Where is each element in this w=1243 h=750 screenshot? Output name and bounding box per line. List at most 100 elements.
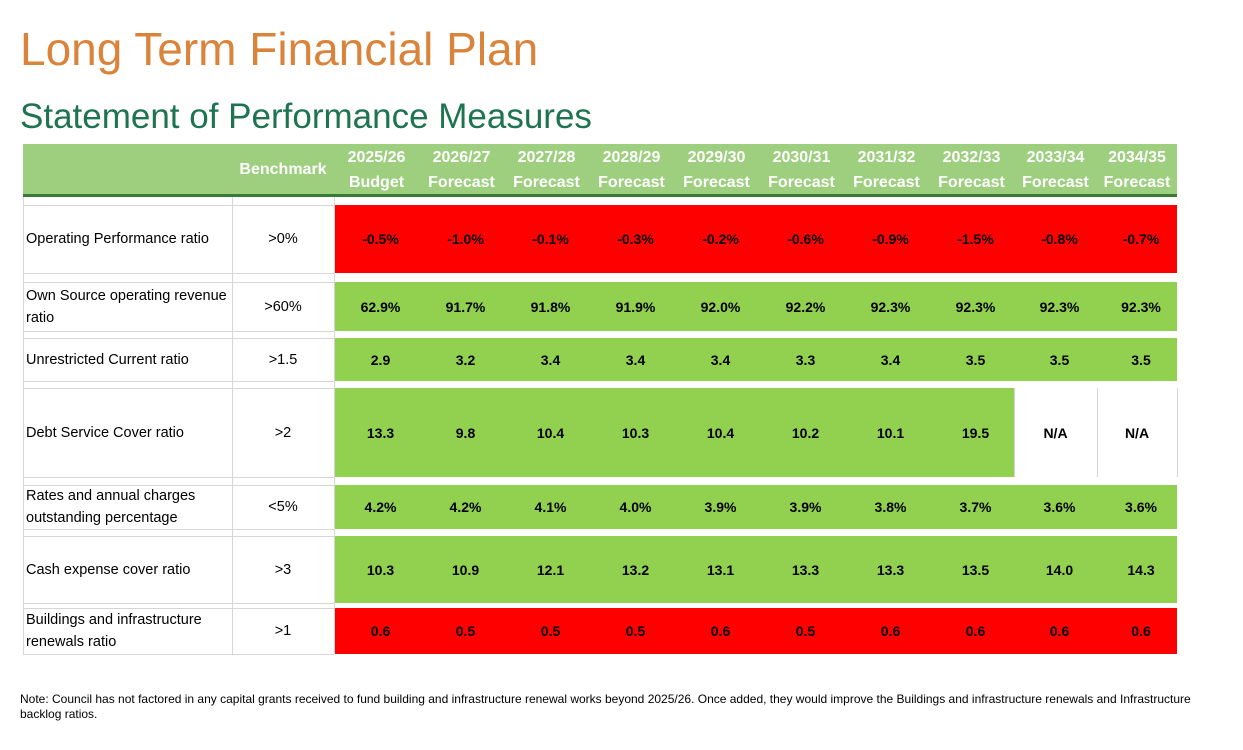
column-year: 2029/30 <box>687 149 746 166</box>
column-year: 2031/32 <box>857 149 916 166</box>
grid-line <box>23 338 334 339</box>
grid-line <box>23 273 334 274</box>
table-cell: 10.9 <box>451 561 480 578</box>
row-label: Own Source operating revenue ratio <box>26 287 227 326</box>
table-cell: 3.2 <box>455 351 476 368</box>
column-header: 2027/28 Forecast <box>504 145 589 195</box>
grid-line <box>232 197 233 654</box>
column-year: 2032/33 <box>942 149 1001 166</box>
column-type: Forecast <box>853 174 920 191</box>
table-cell: 14.0 <box>1045 561 1074 578</box>
column-year: 2025/26 <box>347 149 406 166</box>
table-cell: 13.3 <box>791 561 820 578</box>
grid-line <box>23 477 334 478</box>
grid-line <box>23 331 334 332</box>
column-year: 2030/31 <box>772 149 831 166</box>
column-header: 2028/29 Forecast <box>589 145 674 195</box>
table-cell: 10.4 <box>536 424 565 441</box>
table-cell: 91.8% <box>530 298 571 315</box>
grid-line <box>23 603 334 604</box>
row-label: Unrestricted Current ratio <box>26 351 189 368</box>
benchmark-value: >1 <box>274 623 292 639</box>
table-cell: -0.7% <box>1122 231 1160 247</box>
status-band-pass <box>334 536 1177 603</box>
column-type: Forecast <box>1103 174 1171 191</box>
table-cell: -0.8% <box>1041 231 1078 247</box>
table-cell: 3.8% <box>874 499 907 515</box>
table-cell: 14.3 <box>1127 561 1155 578</box>
table-cell: 4.0% <box>619 499 652 515</box>
grid-line <box>23 485 334 486</box>
page-subtitle: Statement of Performance Measures <box>20 97 592 136</box>
table-cell: 92.3% <box>955 298 996 315</box>
column-type: Forecast <box>598 174 665 191</box>
grid-line <box>1014 388 1015 477</box>
row-label: Rates and annual charges outstanding per… <box>26 488 196 526</box>
table-cell: 3.6% <box>1125 499 1157 515</box>
table-cell: 4.2% <box>449 499 482 515</box>
table-cell: 13.5 <box>961 561 990 578</box>
grid-line <box>1097 388 1098 477</box>
table-cell: 4.2% <box>364 499 397 515</box>
table-cell: 0.5 <box>540 623 561 639</box>
table-cell: -1.5% <box>957 231 994 247</box>
column-type: Budget <box>348 174 405 191</box>
column-type: Forecast <box>513 174 580 191</box>
table-cell: 3.4 <box>880 351 901 368</box>
table-cell: 0.6 <box>710 623 731 639</box>
benchmark-value: >3 <box>274 561 292 578</box>
table-cell: 92.3% <box>1039 298 1080 315</box>
column-year: 2033/34 <box>1026 149 1085 166</box>
grid-line <box>23 536 334 537</box>
table-cell: 13.3 <box>366 424 395 441</box>
table-cell: 13.2 <box>621 561 650 578</box>
status-band-fail <box>334 205 1177 273</box>
grid-line <box>1177 388 1178 477</box>
table-cell: 9.8 <box>455 424 476 441</box>
benchmark-value: >2 <box>274 424 292 441</box>
table-cell: 0.6 <box>1131 623 1151 639</box>
table-cell: 12.1 <box>536 561 565 578</box>
table-cell: 10.3 <box>366 561 395 578</box>
table-cell: 0.6 <box>370 623 391 639</box>
column-header: 2025/26 Budget <box>334 145 419 195</box>
benchmark-header: Benchmark <box>239 161 327 178</box>
table-cell: 92.2% <box>785 298 826 315</box>
table-cell: 3.4 <box>625 351 646 368</box>
table-cell: 91.7% <box>445 298 486 315</box>
row-label: Operating Performance ratio <box>26 231 209 247</box>
column-header: 2032/33 Forecast <box>929 145 1014 195</box>
table-cell: 0.6 <box>880 623 901 639</box>
table-cell: 3.7% <box>959 499 992 515</box>
table-cell: -0.3% <box>617 231 654 247</box>
row-label: Buildings and infrastructure renewals ra… <box>26 612 202 650</box>
benchmark-value: >1.5 <box>268 351 298 368</box>
column-header: 2033/34 Forecast <box>1014 145 1097 195</box>
column-type: Forecast <box>428 174 495 191</box>
table-cell: 0.5 <box>455 623 476 639</box>
table-cell: 13.1 <box>706 561 735 578</box>
table-cell: 92.3% <box>1121 298 1161 315</box>
table-cell: 92.0% <box>700 298 741 315</box>
table-cell: 10.4 <box>706 424 735 441</box>
grid-line <box>23 654 334 655</box>
page-title: Long Term Financial Plan <box>20 23 539 75</box>
table-cell: 0.6 <box>1049 623 1070 639</box>
grid-line <box>23 381 334 382</box>
table-cell: N/A <box>1124 424 1150 441</box>
table-cell: 2.9 <box>370 351 391 368</box>
table-cell: 10.2 <box>791 424 820 441</box>
benchmark-value: <5% <box>268 499 298 515</box>
table-cell: 92.3% <box>870 298 911 315</box>
grid-line <box>23 608 334 609</box>
table-cell: -0.1% <box>532 231 569 247</box>
column-header: 2030/31 Forecast <box>759 145 844 195</box>
benchmark-value: >60% <box>264 298 302 315</box>
table-cell: -0.2% <box>702 231 739 247</box>
column-type: Forecast <box>683 174 750 191</box>
column-header: 2026/27 Forecast <box>419 145 504 195</box>
grid-line <box>23 282 334 283</box>
column-header: 2029/30 Forecast <box>674 145 759 195</box>
column-type: Forecast <box>768 174 835 191</box>
column-year: 2028/29 <box>602 149 661 166</box>
